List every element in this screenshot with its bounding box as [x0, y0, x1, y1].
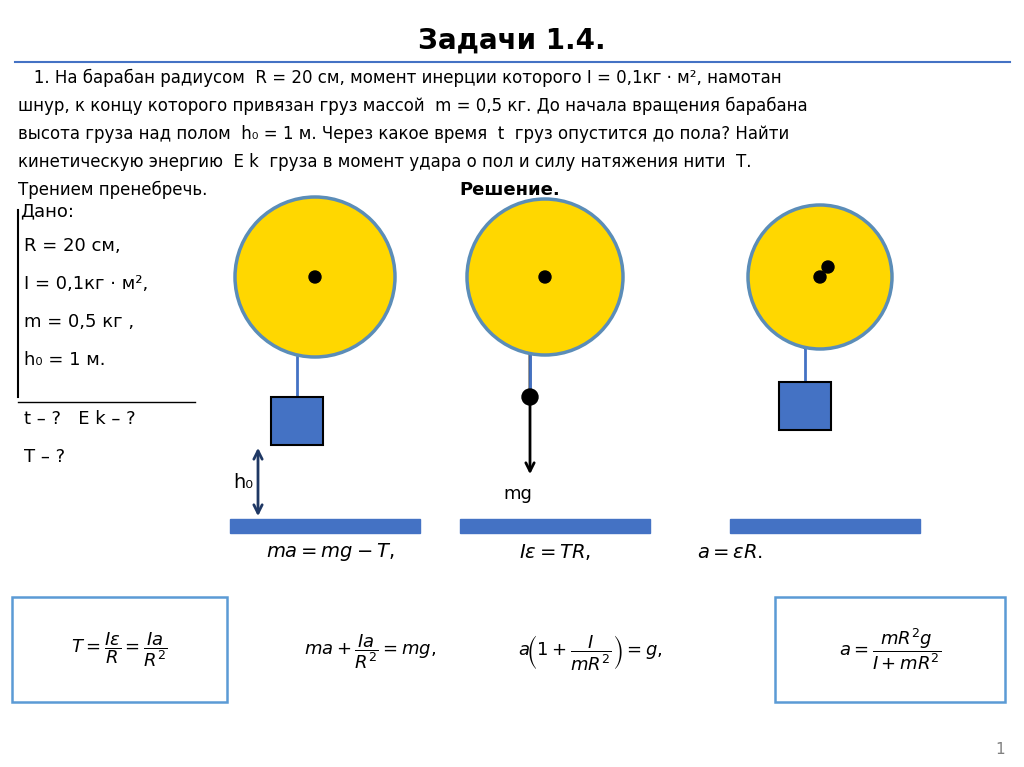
Text: высота груза над полом  h₀ = 1 м. Через какое время  t  груз опустится до пола? : высота груза над полом h₀ = 1 м. Через к… — [18, 125, 790, 143]
Text: $I\varepsilon = TR,$: $I\varepsilon = TR,$ — [519, 542, 591, 562]
Circle shape — [822, 261, 834, 273]
Text: T – ?: T – ? — [24, 448, 66, 466]
Circle shape — [309, 271, 321, 283]
Text: 1: 1 — [995, 742, 1005, 756]
Text: t – ?   E k – ?: t – ? E k – ? — [24, 410, 135, 428]
Text: $a\!\left(1 + \dfrac{I}{mR^2}\right) = g,$: $a\!\left(1 + \dfrac{I}{mR^2}\right) = g… — [518, 633, 663, 671]
Text: $ma = mg - T,$: $ma = mg - T,$ — [266, 541, 394, 563]
Text: R = 20 см,: R = 20 см, — [24, 237, 121, 255]
Text: Дано:: Дано: — [20, 202, 74, 220]
Text: mg: mg — [504, 485, 532, 503]
Text: шнур, к концу которого привязан груз массой  m = 0,5 кг. До начала вращения бара: шнур, к концу которого привязан груз мас… — [18, 97, 808, 115]
Text: Трением пренебречь.: Трением пренебречь. — [18, 181, 208, 199]
Circle shape — [522, 389, 538, 405]
Text: h₀: h₀ — [232, 472, 253, 492]
Text: 1. На барабан радиусом  R = 20 см, момент инерции которого I = 0,1кг · м², намот: 1. На барабан радиусом R = 20 см, момент… — [18, 69, 781, 87]
Text: кинетическую энергию  E k  груза в момент удара о пол и силу натяжения нити  Т.: кинетическую энергию E k груза в момент … — [18, 153, 752, 171]
Bar — [779, 382, 831, 430]
Text: R: R — [790, 258, 802, 276]
Circle shape — [539, 271, 551, 283]
Ellipse shape — [234, 197, 395, 357]
Bar — [460, 519, 650, 533]
Text: Решение.: Решение. — [460, 181, 560, 199]
Text: I = 0,1кг · м²,: I = 0,1кг · м², — [24, 275, 148, 293]
Circle shape — [814, 271, 826, 283]
Text: h₀ = 1 м.: h₀ = 1 м. — [24, 351, 105, 369]
Text: Задачи 1.4.: Задачи 1.4. — [418, 27, 606, 55]
Text: $T = \dfrac{I\varepsilon}{R} = \dfrac{Ia}{R^2}$: $T = \dfrac{I\varepsilon}{R} = \dfrac{Ia… — [71, 630, 168, 669]
Bar — [12, 597, 227, 702]
Bar — [271, 397, 323, 445]
Text: $a = \varepsilon R.$: $a = \varepsilon R.$ — [697, 542, 763, 561]
Text: T: T — [775, 320, 787, 338]
Ellipse shape — [748, 205, 892, 349]
Bar — [230, 519, 420, 533]
Text: m = 0,5 кг ,: m = 0,5 кг , — [24, 313, 134, 331]
Bar — [775, 597, 1005, 702]
Bar — [730, 519, 920, 533]
Text: $ma + \dfrac{Ia}{R^2} = mg,$: $ma + \dfrac{Ia}{R^2} = mg,$ — [304, 633, 436, 671]
Ellipse shape — [467, 199, 623, 355]
Text: $a = \dfrac{mR^2 g}{I + mR^2}$: $a = \dfrac{mR^2 g}{I + mR^2}$ — [839, 627, 941, 673]
Text: T: T — [500, 320, 512, 338]
